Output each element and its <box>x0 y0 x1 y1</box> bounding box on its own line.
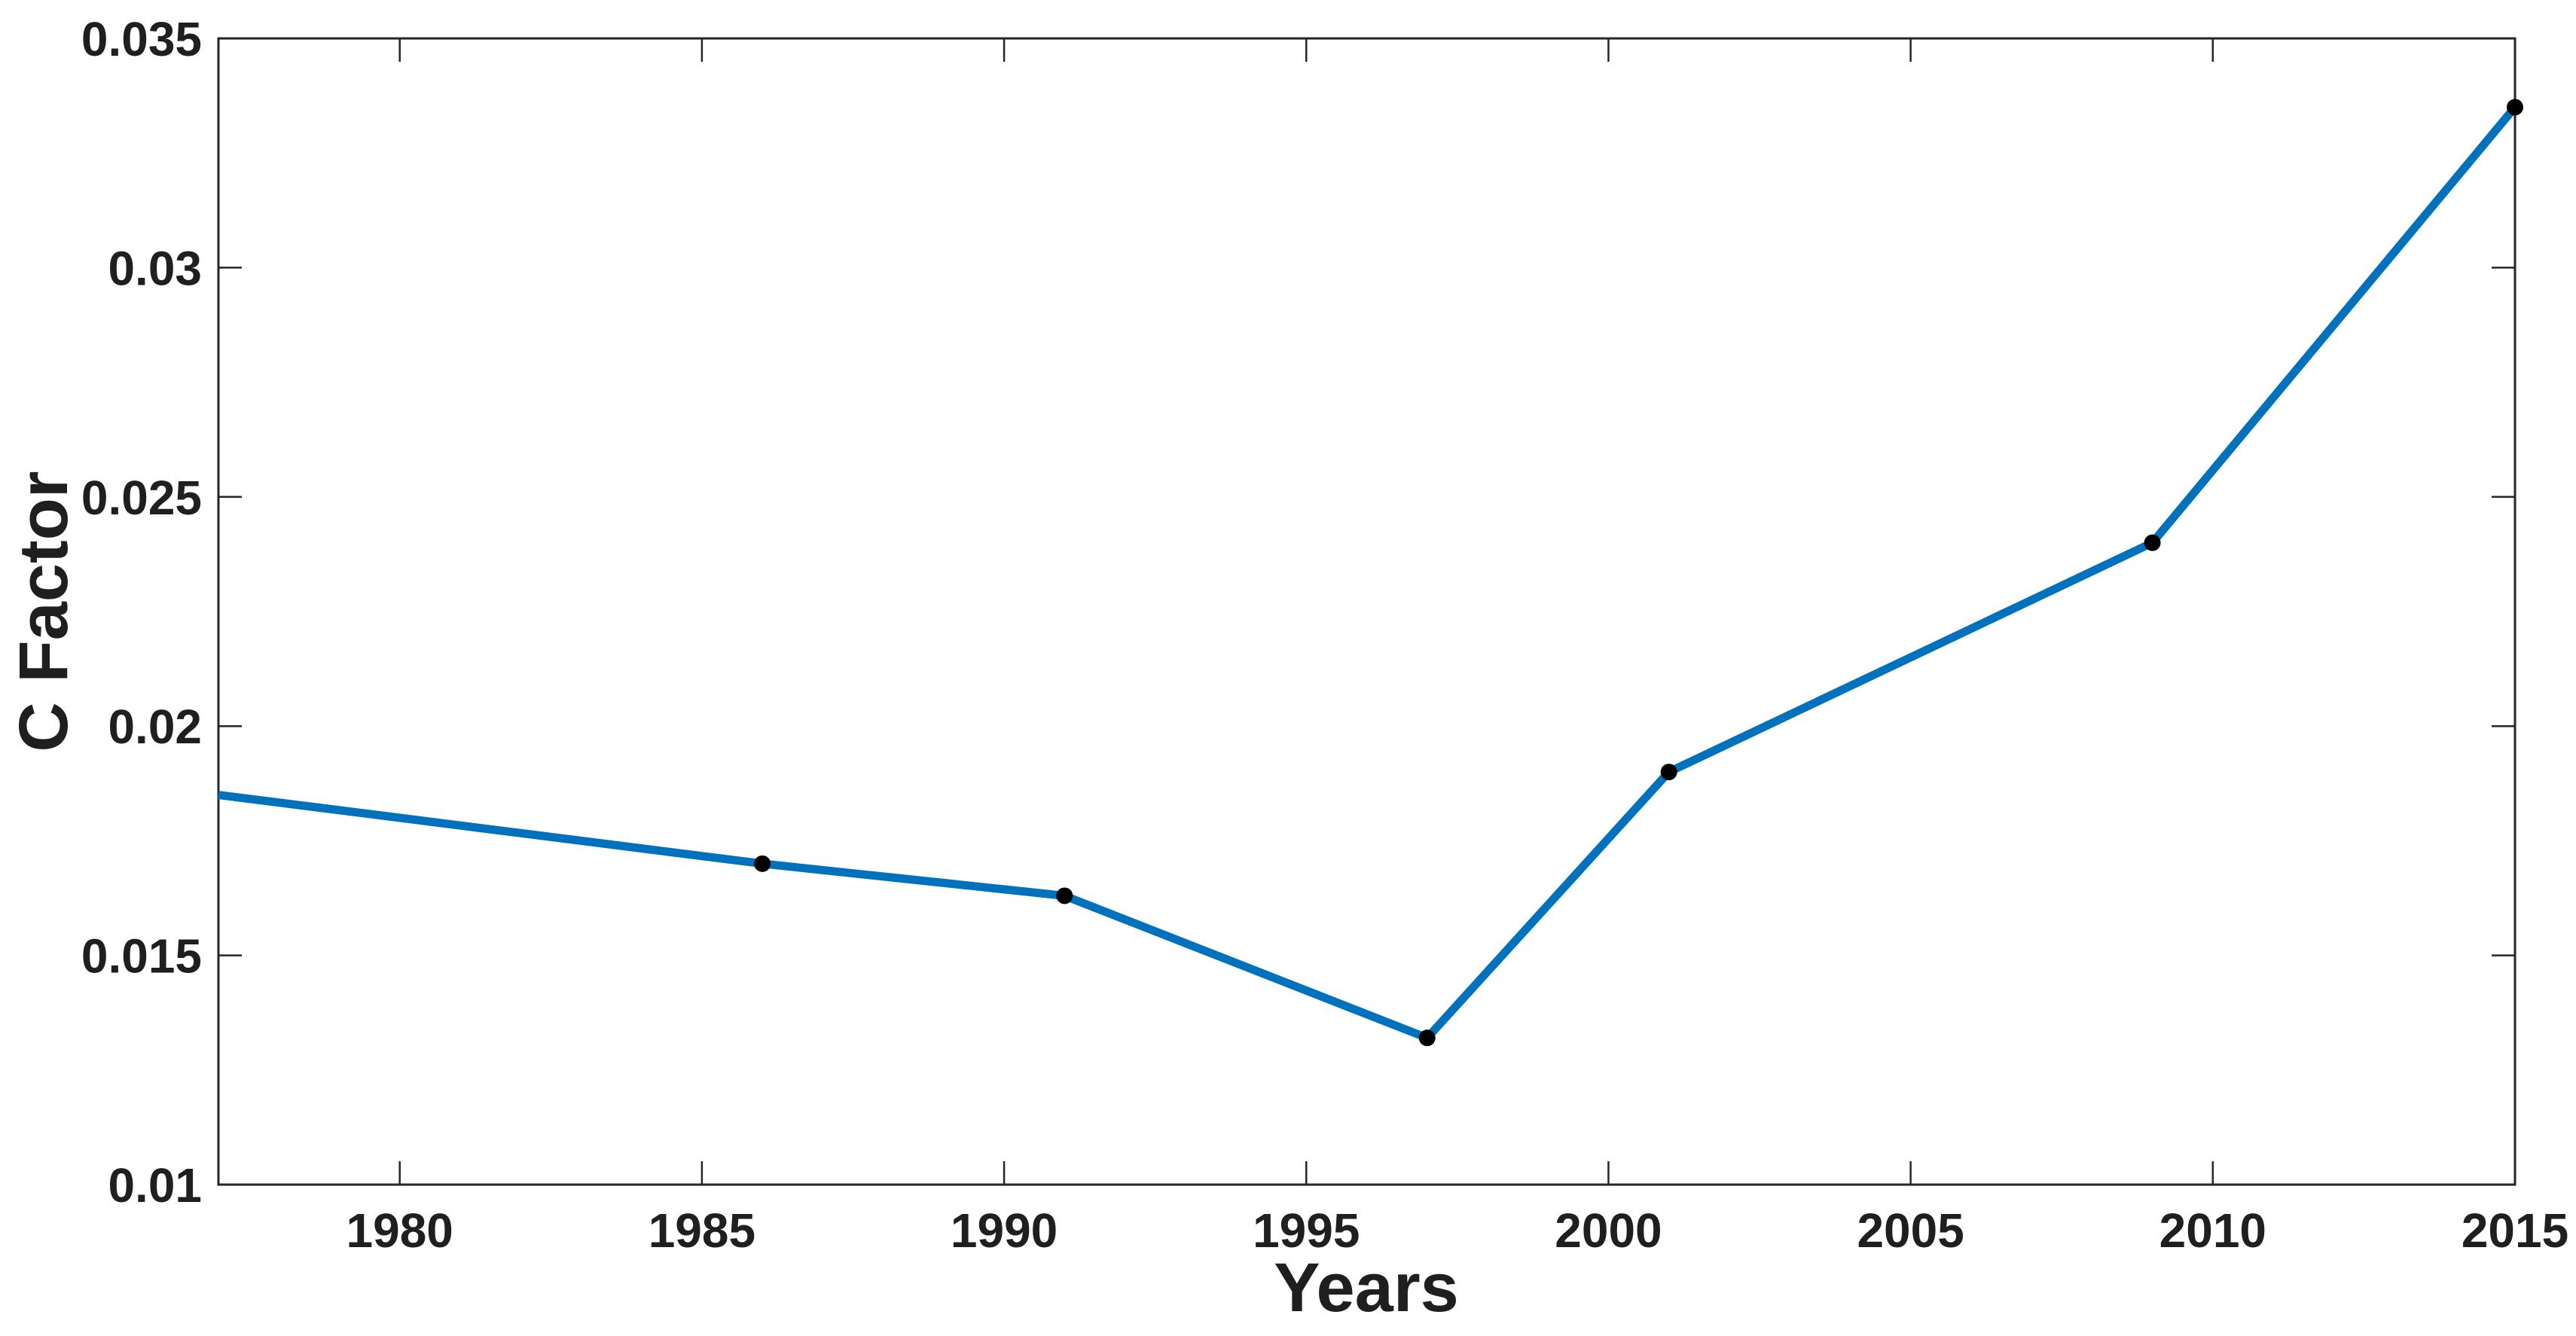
y-tick-label: 0.03 <box>108 241 202 295</box>
x-tick-label: 2010 <box>2159 1203 2266 1258</box>
x-tick-label: 2005 <box>1857 1203 1964 1258</box>
data-point-marker <box>2144 534 2161 551</box>
y-tick-label: 0.025 <box>81 471 202 525</box>
x-tick-label: 1985 <box>649 1203 755 1258</box>
x-tick-label: 1980 <box>346 1203 453 1258</box>
plot-box <box>217 37 2516 1186</box>
data-point-marker <box>1056 887 1073 904</box>
y-tick-label: 0.01 <box>108 1158 202 1212</box>
data-point-marker <box>2507 99 2523 116</box>
x-tick-label: 1995 <box>1253 1203 1360 1258</box>
y-tick-label: 0.015 <box>81 929 202 984</box>
y-tick-label: 0.035 <box>81 12 202 66</box>
x-tick-label: 2000 <box>1555 1203 1662 1258</box>
x-tick-label: 2015 <box>2462 1203 2568 1258</box>
data-point-marker <box>1418 1029 1436 1047</box>
data-point-marker <box>754 855 771 872</box>
y-tick-label: 0.02 <box>108 700 202 754</box>
data-point-marker <box>1660 764 1677 781</box>
x-tick-label: 1990 <box>951 1203 1058 1258</box>
x-axis-label: Years <box>1274 1249 1459 1326</box>
y-axis-label: C Factor <box>5 471 82 752</box>
